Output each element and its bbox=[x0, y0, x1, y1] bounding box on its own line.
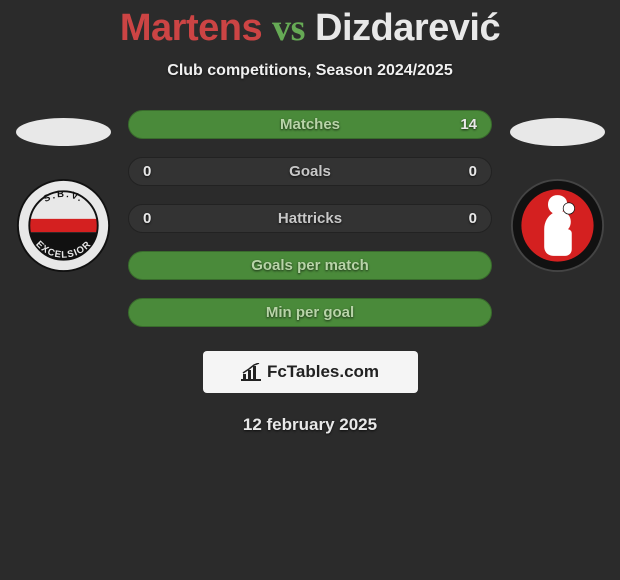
date-text: 12 february 2025 bbox=[0, 415, 620, 435]
stat-row-min-per-goal: Min per goal bbox=[128, 298, 492, 327]
right-column bbox=[502, 110, 612, 278]
stat-row-goals: 0 Goals 0 bbox=[128, 157, 492, 186]
stat-label: Goals bbox=[183, 163, 437, 180]
stat-right-value: 0 bbox=[437, 163, 477, 180]
stat-right-value: 14 bbox=[437, 116, 477, 133]
page-title: Martens vs Dizdarević bbox=[0, 0, 620, 50]
stat-left-value: 0 bbox=[143, 163, 183, 180]
left-column: S.B.V. EXCELSIOR bbox=[8, 110, 118, 278]
subtitle: Club competitions, Season 2024/2025 bbox=[0, 62, 620, 80]
stat-label: Goals per match bbox=[183, 257, 437, 274]
stats-column: Matches 14 0 Goals 0 0 Hattricks 0 Goals… bbox=[118, 110, 502, 327]
title-player-right: Dizdarević bbox=[315, 7, 500, 49]
stat-row-matches: Matches 14 bbox=[128, 110, 492, 139]
right-badge-icon bbox=[510, 178, 605, 273]
right-club-badge bbox=[510, 178, 605, 278]
left-club-badge: S.B.V. EXCELSIOR bbox=[16, 178, 111, 278]
title-vs: vs bbox=[272, 7, 305, 49]
excelsior-badge-icon: S.B.V. EXCELSIOR bbox=[16, 178, 111, 273]
stat-row-goals-per-match: Goals per match bbox=[128, 251, 492, 280]
stat-right-value: 0 bbox=[437, 210, 477, 227]
brand-box: FcTables.com bbox=[203, 351, 418, 393]
title-player-left: Martens bbox=[120, 7, 262, 49]
chart-icon bbox=[241, 363, 263, 381]
stat-label: Hattricks bbox=[183, 210, 437, 227]
stat-left-value: 0 bbox=[143, 210, 183, 227]
right-ellipse-shadow bbox=[510, 118, 605, 146]
left-ellipse-shadow bbox=[16, 118, 111, 146]
main-content: S.B.V. EXCELSIOR Matches 14 0 Goals 0 0 … bbox=[0, 110, 620, 327]
stat-row-hattricks: 0 Hattricks 0 bbox=[128, 204, 492, 233]
stat-label: Matches bbox=[183, 116, 437, 133]
stat-label: Min per goal bbox=[183, 304, 437, 321]
brand-text: FcTables.com bbox=[267, 362, 379, 382]
